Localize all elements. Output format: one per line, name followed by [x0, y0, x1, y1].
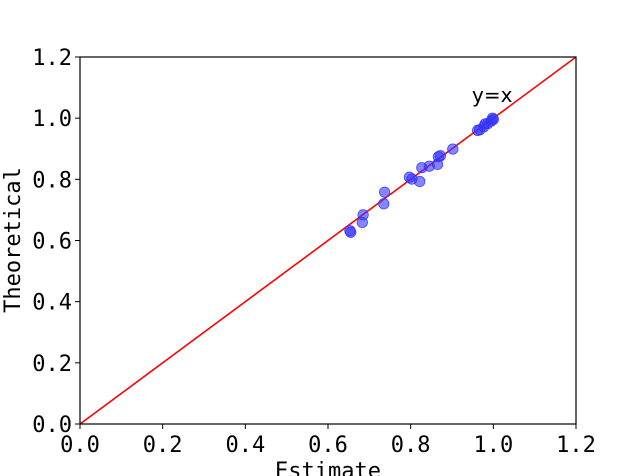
x-axis: 0.0 0.2 0.4 0.6 0.8 1.0 1.2 — [60, 424, 596, 458]
data-point — [345, 226, 357, 238]
data-point — [357, 209, 369, 221]
data-point — [486, 112, 499, 124]
y-tick-label: 0.4 — [32, 291, 72, 316]
x-tick-label: 0.2 — [143, 433, 183, 458]
y-tick-label: 0.0 — [32, 413, 72, 438]
x-axis-title: Estimate — [275, 459, 381, 476]
y-axis: 0.0 0.2 0.4 0.6 0.8 1.0 1.2 — [32, 46, 80, 438]
x-tick-label: 0.0 — [60, 433, 100, 458]
y-tick-label: 0.8 — [32, 168, 72, 193]
x-tick-label: 0.6 — [308, 433, 348, 458]
y-axis-title: Theoretical — [1, 167, 26, 313]
y-tick-label: 0.6 — [32, 230, 72, 255]
x-tick-label: 1.2 — [556, 433, 596, 458]
plot-content: y=x — [79, 56, 577, 425]
y-tick-label: 1.2 — [32, 46, 72, 71]
x-tick-label: 0.4 — [225, 433, 265, 458]
y-tick-label: 0.2 — [32, 352, 72, 377]
x-tick-label: 0.8 — [391, 433, 431, 458]
data-point — [379, 186, 391, 198]
data-point — [414, 175, 426, 188]
data-point — [378, 198, 390, 210]
data-point — [434, 150, 447, 162]
data-point — [447, 143, 459, 155]
reference-line-label: y=x — [472, 83, 513, 107]
y-tick-label: 1.0 — [32, 107, 72, 132]
x-tick-label: 1.0 — [473, 433, 513, 458]
